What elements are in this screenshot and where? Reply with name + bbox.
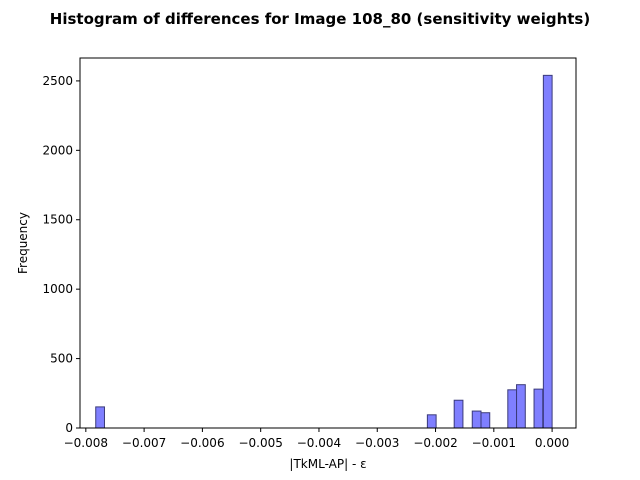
histogram-bar [426, 414, 437, 429]
y-axis-ticks: 0 500 1000 1500 2000 2500 [42, 74, 80, 435]
y-tick-label: 0 [65, 421, 73, 435]
x-tick-label: −0.006 [180, 436, 224, 450]
x-tick-label: −0.008 [64, 436, 108, 450]
x-tick-label: −0.005 [238, 436, 282, 450]
plot-frame [79, 57, 577, 429]
x-axis-label: |TkML-AP| - ε [289, 457, 366, 471]
histogram-bar [95, 406, 105, 429]
y-tick-label: 2500 [42, 74, 73, 88]
y-tick-label: 1000 [42, 282, 73, 296]
y-tick-label: 1500 [42, 213, 73, 227]
x-tick-label: −0.004 [297, 436, 341, 450]
histogram-bar [471, 410, 482, 429]
histogram-bar [453, 399, 464, 429]
chart-title: Histogram of differences for Image 108_8… [50, 10, 590, 28]
x-axis-ticks: −0.008 −0.007 −0.006 −0.005 −0.004 −0.003 −0.0… [64, 428, 569, 450]
histogram-bar [533, 388, 544, 429]
histogram-bar [542, 74, 553, 429]
x-tick-label: −0.001 [472, 436, 516, 450]
histogram-bar [507, 389, 518, 429]
histogram-bar [480, 412, 491, 429]
bars-group [95, 74, 553, 429]
x-tick-label: −0.002 [413, 436, 457, 450]
histogram-bar [516, 384, 526, 429]
y-tick-label: 500 [50, 352, 73, 366]
y-axis-label: Frequency [16, 212, 30, 274]
x-tick-label: −0.007 [122, 436, 166, 450]
x-tick-label: 0.000 [535, 436, 569, 450]
x-tick-label: −0.003 [355, 436, 399, 450]
y-tick-label: 2000 [42, 143, 73, 157]
